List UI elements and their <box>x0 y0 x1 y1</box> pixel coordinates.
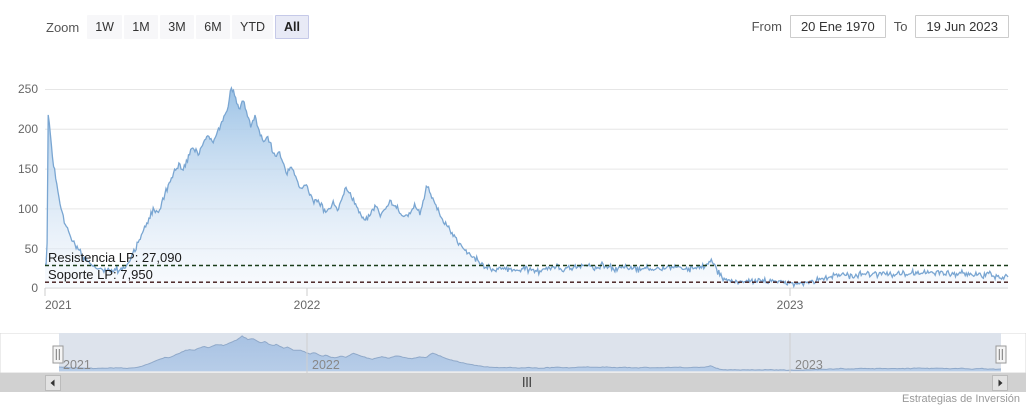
svg-text:Resistencia LP: 27,090: Resistencia LP: 27,090 <box>48 250 182 265</box>
svg-text:200: 200 <box>18 122 38 136</box>
svg-text:2023: 2023 <box>795 358 823 372</box>
svg-text:0: 0 <box>31 281 38 295</box>
svg-text:150: 150 <box>18 162 38 176</box>
svg-text:Soporte LP: 7,950: Soporte LP: 7,950 <box>48 267 153 282</box>
svg-text:50: 50 <box>25 242 39 256</box>
svg-text:2023: 2023 <box>777 298 804 312</box>
svg-text:2021: 2021 <box>45 298 72 312</box>
svg-text:2021: 2021 <box>63 358 91 372</box>
svg-text:2022: 2022 <box>294 298 321 312</box>
svg-text:250: 250 <box>18 82 38 96</box>
svg-text:2022: 2022 <box>312 358 340 372</box>
svg-text:100: 100 <box>18 202 38 216</box>
